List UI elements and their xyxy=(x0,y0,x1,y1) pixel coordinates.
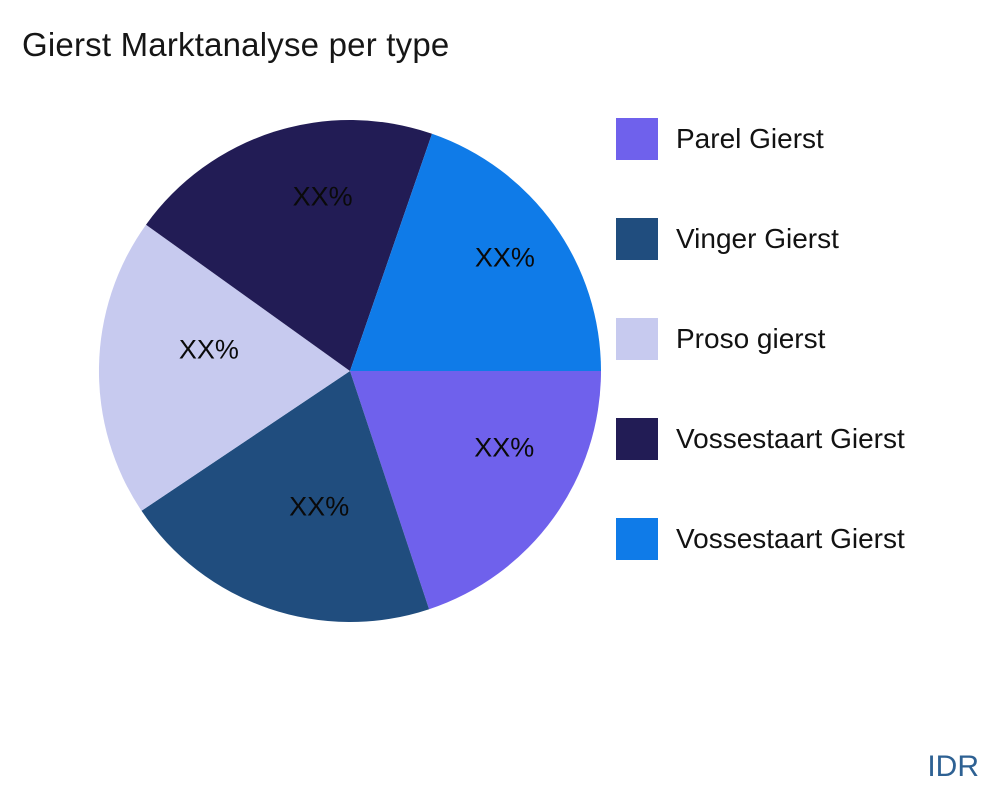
legend-label: Vinger Gierst xyxy=(676,223,839,254)
legend-item-1: Parel Gierst xyxy=(616,118,905,160)
legend-swatch-icon xyxy=(616,418,658,460)
watermark: IDR xyxy=(927,750,979,783)
legend-swatch-icon xyxy=(616,118,658,160)
pie-slice-2 xyxy=(141,371,430,623)
pie-slice-label: XX% xyxy=(474,433,534,463)
pie-slice-label: XX% xyxy=(293,182,353,212)
legend-item-3: Proso gierst xyxy=(616,318,905,360)
legend-label: Proso gierst xyxy=(676,323,826,354)
legend-label: Vossestaart Gierst xyxy=(676,423,905,454)
legend-swatch-icon xyxy=(616,518,658,560)
legend-swatch-icon xyxy=(616,218,658,260)
chart-title: Gierst Marktanalyse per type xyxy=(22,26,450,63)
legend-swatch-icon xyxy=(616,318,658,360)
legend-label: Vossestaart Gierst xyxy=(676,523,905,554)
pie-slice-4 xyxy=(146,120,432,371)
legend-item-5: Vossestaart Gierst xyxy=(616,518,905,560)
legend-label: Parel Gierst xyxy=(676,123,824,154)
legend-item-4: Vossestaart Gierst xyxy=(616,418,905,460)
legend-item-2: Vinger Gierst xyxy=(616,218,905,260)
pie-slice-label: XX% xyxy=(475,242,535,272)
pie-slice-1 xyxy=(350,371,601,610)
pie-slice-5 xyxy=(350,133,601,371)
pie-slice-label: XX% xyxy=(289,491,349,521)
pie-slice-label: XX% xyxy=(179,334,239,364)
legend: Parel Gierst Vinger Gierst Proso gierst Vos… xyxy=(616,118,905,618)
pie-slice-3 xyxy=(98,224,350,511)
